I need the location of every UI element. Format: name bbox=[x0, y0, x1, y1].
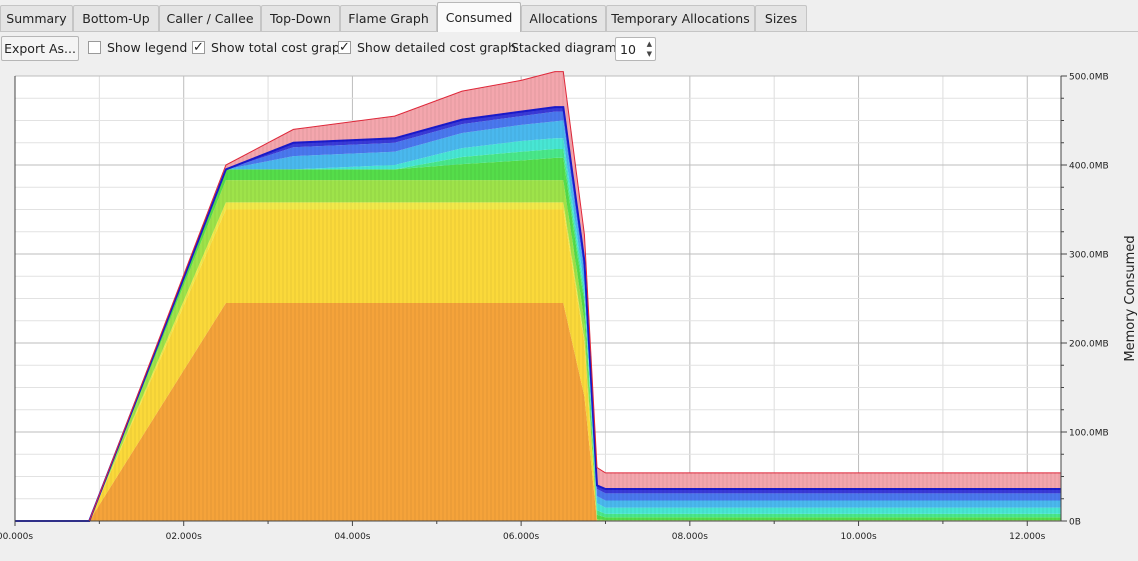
memory-consumed-chart: 0B 100.0MB 200.0MB 300.0MB 400.0MB 500.0MB 00.… bbox=[0, 71, 1138, 542]
stacked-diagrams-label: Stacked diagrams: bbox=[511, 40, 628, 55]
x-tick-label: 00.000s bbox=[0, 532, 33, 542]
total-cost-line bbox=[15, 71, 1061, 522]
tab-flame-graph[interactable]: Flame Graph bbox=[340, 5, 437, 31]
sample-hatching bbox=[90, 71, 1060, 521]
show-legend-checkbox[interactable] bbox=[88, 41, 101, 54]
y-tick-label: 300.0MB bbox=[1069, 251, 1109, 261]
spin-down-icon[interactable]: ▼ bbox=[646, 50, 652, 58]
x-tick-label: 10.000s bbox=[840, 532, 876, 542]
toolbar: Export As... Show legend ✓ Show total co… bbox=[0, 34, 1138, 64]
x-tick-label: 06.000s bbox=[503, 532, 539, 542]
y-tick-label: 400.0MB bbox=[1069, 162, 1109, 172]
tab-sizes[interactable]: Sizes bbox=[755, 5, 807, 31]
show-detailed-cost-checkbox[interactable]: ✓ bbox=[338, 40, 351, 55]
x-tick-label: 08.000s bbox=[672, 532, 708, 542]
x-tick-label: 04.000s bbox=[334, 532, 370, 542]
spin-up-icon[interactable]: ▲ bbox=[646, 40, 652, 48]
stacked-diagrams-value: 10 bbox=[620, 42, 636, 57]
tab-caller-callee[interactable]: Caller / Callee bbox=[159, 5, 261, 31]
export-as-button[interactable]: Export As... bbox=[1, 36, 79, 61]
y-tick-label: 200.0MB bbox=[1069, 340, 1109, 350]
y-tick-label: 100.0MB bbox=[1069, 429, 1109, 439]
show-total-cost-checkbox[interactable]: ✓ bbox=[192, 40, 205, 55]
y-tick-label: 0B bbox=[1069, 518, 1081, 528]
show-legend-label: Show legend bbox=[107, 40, 188, 55]
tab-bar: Summary Bottom-Up Caller / Callee Top-Do… bbox=[0, 0, 1138, 32]
y-tick-label: 500.0MB bbox=[1069, 73, 1109, 83]
tab-consumed[interactable]: Consumed bbox=[437, 2, 521, 32]
stacked-diagrams-spinbox[interactable]: 10 ▲ ▼ bbox=[615, 37, 656, 61]
tab-bottom-up[interactable]: Bottom-Up bbox=[73, 5, 159, 31]
tab-summary[interactable]: Summary bbox=[0, 5, 73, 31]
tab-temporary-allocations[interactable]: Temporary Allocations bbox=[606, 5, 755, 31]
tab-top-down[interactable]: Top-Down bbox=[261, 5, 340, 31]
series-area-0 bbox=[15, 303, 1061, 521]
y-axis-label: Memory Consumed bbox=[1123, 235, 1138, 361]
chart-area: 0B 100.0MB 200.0MB 300.0MB 400.0MB 500.0MB 00.… bbox=[0, 66, 1138, 558]
tab-allocations[interactable]: Allocations bbox=[521, 5, 606, 31]
x-tick-label: 12.000s bbox=[1009, 532, 1045, 542]
show-detailed-cost-label: Show detailed cost graph bbox=[357, 40, 516, 55]
series-area-10 bbox=[15, 71, 1061, 521]
x-tick-label: 02.000s bbox=[166, 532, 202, 542]
series-area-1 bbox=[15, 209, 1061, 521]
show-total-cost-label: Show total cost graph bbox=[211, 40, 348, 55]
